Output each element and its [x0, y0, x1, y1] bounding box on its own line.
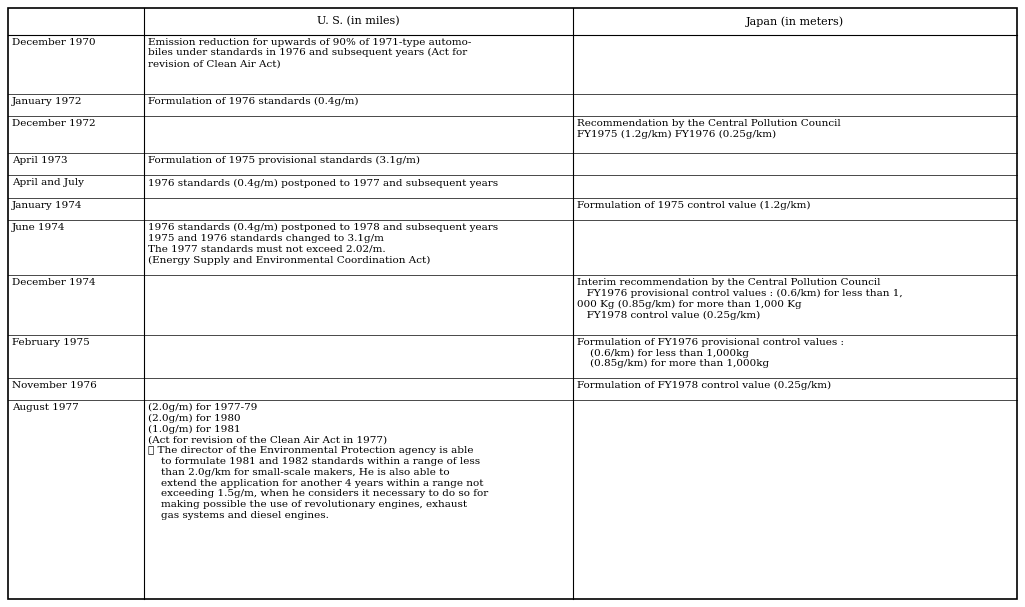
Text: Interim recommendation by the Central Pollution Council
   FY1976 provisional co: Interim recommendation by the Central Po… [577, 279, 903, 320]
Text: Formulation of 1976 standards (0.4g/m): Formulation of 1976 standards (0.4g/m) [149, 97, 359, 106]
Text: June 1974: June 1974 [12, 223, 66, 232]
Text: January 1974: January 1974 [12, 201, 82, 210]
Text: August 1977: August 1977 [12, 403, 79, 412]
Text: Formulation of FY1978 control value (0.25g/km): Formulation of FY1978 control value (0.2… [577, 381, 831, 390]
Text: 1976 standards (0.4g/m) postponed to 1978 and subsequent years
1975 and 1976 sta: 1976 standards (0.4g/m) postponed to 197… [149, 223, 498, 265]
Text: January 1972: January 1972 [12, 97, 82, 106]
Text: April 1973: April 1973 [12, 156, 68, 165]
Text: December 1970: December 1970 [12, 38, 95, 47]
Text: December 1974: December 1974 [12, 279, 95, 288]
Text: Formulation of FY1976 provisional control values :
    (0.6/km) for less than 1,: Formulation of FY1976 provisional contro… [577, 337, 844, 368]
Text: Formulation of 1975 control value (1.2g/km): Formulation of 1975 control value (1.2g/… [577, 201, 811, 210]
Text: Formulation of 1975 provisional standards (3.1g/m): Formulation of 1975 provisional standard… [149, 156, 420, 165]
Text: Emission reduction for upwards of 90% of 1971-type automo-
biles under standards: Emission reduction for upwards of 90% of… [149, 38, 472, 68]
Text: April and July: April and July [12, 178, 84, 188]
Text: December 1972: December 1972 [12, 119, 95, 128]
Text: U. S. (in miles): U. S. (in miles) [318, 16, 400, 27]
Text: February 1975: February 1975 [12, 337, 90, 347]
Text: Recommendation by the Central Pollution Council
FY1975 (1.2g/km) FY1976 (0.25g/k: Recommendation by the Central Pollution … [577, 119, 840, 139]
Text: Japan (in meters): Japan (in meters) [746, 16, 844, 27]
Text: November 1976: November 1976 [12, 381, 96, 390]
Text: 1976 standards (0.4g/m) postponed to 1977 and subsequent years: 1976 standards (0.4g/m) postponed to 197… [149, 178, 498, 188]
Text: (2.0g/m) for 1977-79
(2.0g/m) for 1980
(1.0g/m) for 1981
(Act for revision of th: (2.0g/m) for 1977-79 (2.0g/m) for 1980 (… [149, 403, 489, 520]
